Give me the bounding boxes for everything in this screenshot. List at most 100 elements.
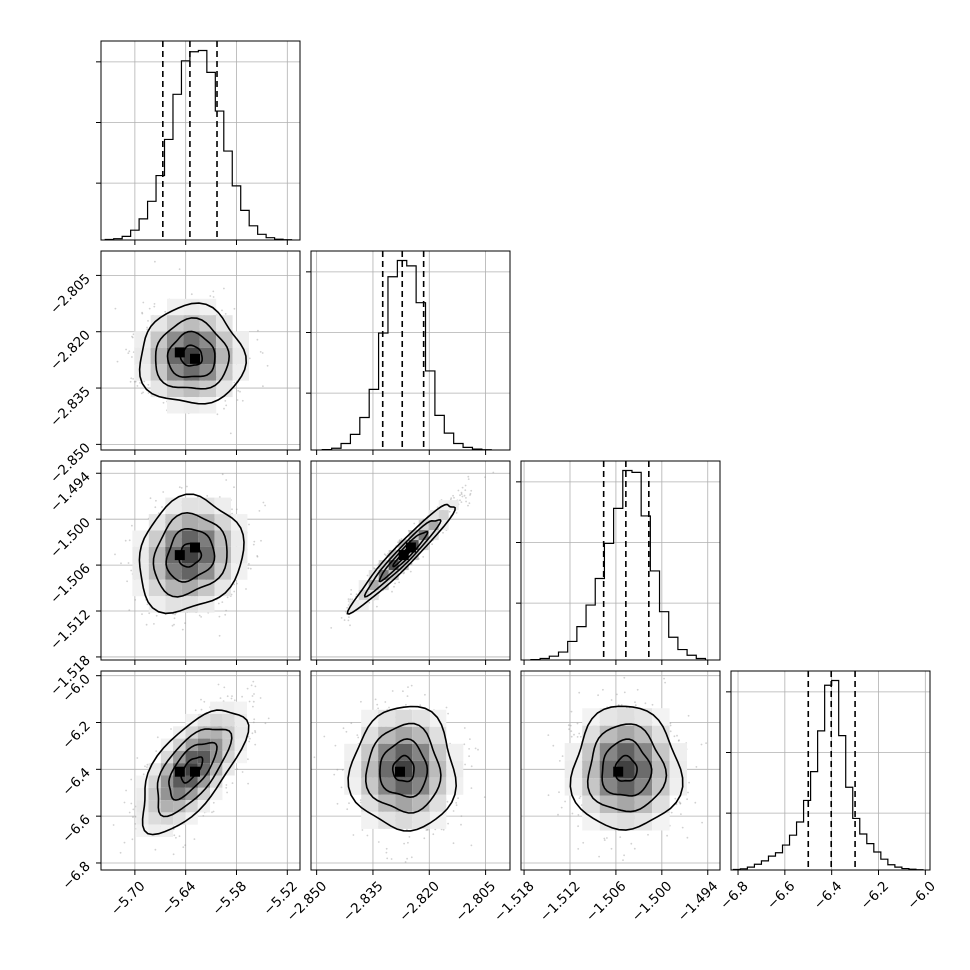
joint-2-1-point [469,492,472,495]
joint-1-0-point [262,385,264,388]
joint-2-1-point [402,572,405,575]
joint-2-1-bg [311,461,510,660]
joint-2-0-point [221,473,224,476]
joint-2-0-point [162,491,165,493]
joint-1-0-point [266,364,269,367]
joint-1-0-point [239,390,241,393]
joint-3-0-point [172,853,175,856]
joint-1-0-density-cell [183,380,200,398]
joint-1-0-point [116,360,119,363]
joint-2-0-peak-cell-0 [174,550,185,561]
joint-3-0-point [130,778,133,781]
joint-2-0-point [155,499,157,502]
joint-2-0-frame [100,460,301,661]
joint-3-0-point [222,700,225,702]
joint-2-0-point [249,567,252,570]
joint-3-0-point [252,705,254,708]
joint-2-0-point [247,567,250,570]
joint-1-0-peak-cell-0 [174,347,185,358]
joint-1-0-density-cell [167,397,184,414]
joint-2-0-point [231,512,234,515]
joint-panel-2-0 [96,460,301,665]
joint-2-1-point [468,502,471,505]
joint-2-0-density-cell [165,563,182,580]
joint-2-0-point [221,601,224,603]
joint-2-0-point [134,599,137,601]
joint-2-0-point [253,540,256,543]
joint-1-0-density-cell [216,347,233,365]
joint-2-1-density-cell [368,590,379,601]
joint-2-0-point [218,615,221,618]
joint-1-0-contour-2 [166,330,216,378]
joint-2-0-density-cell [148,563,166,580]
joint-2-1-point [465,500,467,503]
joint-2-0-point [260,539,262,542]
joint-2-1-point [492,471,495,474]
joint-3-0-point [175,836,177,839]
joint-2-0-point [256,555,259,557]
joint-3-0-point [212,810,215,813]
joint-2-0-point [153,623,155,625]
joint-1-0-point [148,307,151,310]
joint-2-0-density-cell [181,579,199,597]
joint-2-0-point [233,583,236,586]
joint-2-0-point [262,501,265,504]
panels-layer [96,40,931,875]
joint-1-0-point [209,295,212,297]
joint-2-0-point [235,508,238,511]
joint-2-1-point [442,531,444,534]
joint-2-0-point [258,510,261,512]
joint-2-1-point [398,581,400,584]
joint-1-0-content [101,251,300,450]
joint-1-0-density-cell [150,380,167,398]
joint-3-0-point [267,717,270,720]
joint-2-0-point [131,524,133,527]
joint-2-1-point [460,493,463,495]
joint-2-0-density-cell [165,497,182,514]
joint-1-0-density-cell [134,331,151,348]
joint-2-1-point [340,617,343,619]
joint-1-0-point [131,335,133,338]
joint-2-0-density-cell [198,530,215,547]
joint-3-0-point [123,841,126,844]
joint-3-0-point [156,736,159,739]
joint-1-0-point [224,400,227,402]
joint-3-0-point [193,838,196,840]
joint-2-1-point [457,489,460,492]
hist-3-frame [730,670,931,871]
joint-1-0-density-cell [150,364,167,381]
joint-2-0-contour-2 [165,527,216,583]
hist-3-bg [731,671,930,870]
joint-1-0-point [142,391,145,394]
joint-2-1-point [346,606,349,609]
joint-2-1-point [463,494,466,497]
joint-2-1-point [344,610,347,613]
joint-1-0-peak-cell-1 [190,353,200,364]
joint-2-1-point [400,538,403,540]
joint-2-0-density-cell [132,530,149,547]
joint-1-0-point [131,356,133,358]
joint-3-0-point [246,687,249,690]
joint-2-1-point [460,501,463,503]
joint-3-0-point [248,740,251,743]
joint-2-1-point [387,552,389,555]
joint-2-0-point [186,485,188,488]
joint-2-0-density-cell [181,563,199,580]
joint-2-0-density-cell [148,530,166,547]
joint-2-0-point [233,590,236,593]
joint-2-0-point [217,602,220,605]
joint-2-1-peak-cell-0 [398,550,409,561]
joint-1-0-point [259,351,262,353]
joint-2-0-point [173,617,176,620]
joint-2-1-point [376,605,378,608]
joint-2-0-point [157,512,160,514]
joint-3-0-point [184,844,187,847]
joint-2-1-point [347,619,350,622]
joint-2-0-point [145,623,148,626]
joint-2-1-point [450,497,453,500]
joint-2-1-point [347,598,350,600]
joint-2-1-density-cell [418,530,429,541]
joint-2-0-point [130,569,133,572]
joint-2-1-density-cell [358,590,369,601]
